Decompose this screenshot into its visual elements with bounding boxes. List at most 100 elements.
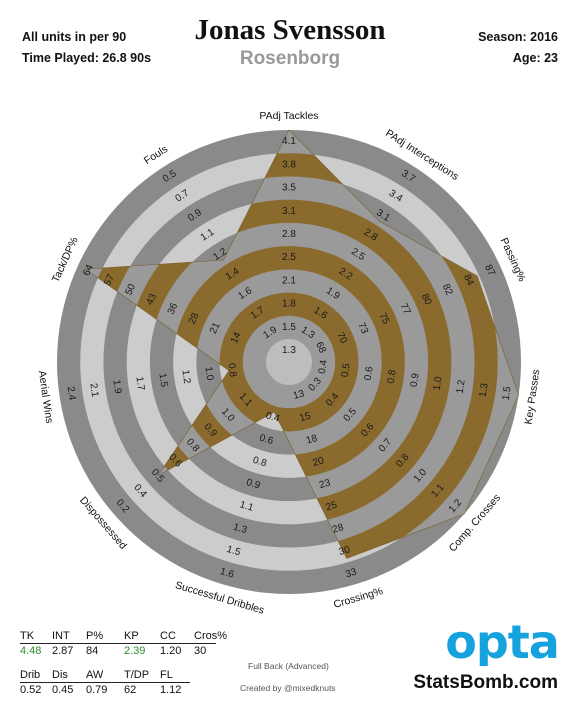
tick-label: 0.4 [317, 359, 330, 375]
tick-label: 1.3 [282, 345, 296, 356]
axis-label: PAdj Tackles [259, 110, 318, 122]
time-played: Time Played: 26.8 90s [22, 51, 152, 65]
tick-label: 3.5 [282, 183, 296, 194]
stat-header: P% [86, 630, 104, 642]
tick-label: 57 [102, 272, 117, 287]
credit-note: Created by @mixedknuts [240, 683, 336, 693]
tick-label: 1.9 [110, 379, 123, 395]
stats-table: TK INT P% KP CC Cros% 4.48 2.87 84 2.39 1.20 30 Dr… [20, 628, 230, 698]
tick-label: 36 [166, 301, 181, 316]
stat-value: 1.20 [160, 645, 182, 657]
tick-label: 14 [229, 330, 244, 345]
tick-label: 77 [398, 302, 413, 317]
tick-label: 73 [355, 321, 370, 336]
tick-label: 82 [440, 282, 455, 297]
tick-label: 25 [325, 500, 339, 514]
stat-header: Cros% [194, 630, 228, 642]
tick-label: 80 [419, 292, 434, 307]
tick-label: 2.1 [282, 275, 296, 286]
tick-label: 1.5 [156, 372, 169, 388]
team-name: Rosenborg [239, 48, 341, 69]
table-rule-2 [20, 682, 190, 683]
stat-header: T/DP [124, 669, 150, 681]
tick-label: 0.9 [245, 477, 262, 492]
units-note: All units in per 90 [22, 30, 127, 44]
opta-logo: opta [445, 620, 560, 666]
stat-header: FL [160, 669, 173, 681]
tick-label: 13 [292, 388, 306, 402]
tick-label: 18 [305, 433, 319, 447]
tick-label: 0.4 [264, 410, 281, 425]
stat-header: INT [52, 630, 70, 642]
axis-label: Aerial Wins [36, 370, 55, 424]
stat-value: 0.79 [86, 684, 108, 696]
tick-label: 0.6 [363, 365, 376, 381]
player-name: Jonas Svensson [194, 14, 386, 46]
stat-value: 1.12 [160, 684, 182, 696]
tick-label: 2.8 [282, 229, 296, 240]
tick-label: 4.1 [282, 136, 296, 147]
tick-label: 1.6 [219, 566, 236, 581]
stat-value: 2.39 [124, 645, 146, 657]
tick-label: 1.0 [202, 366, 215, 382]
tick-label: 1.2 [455, 379, 468, 395]
radar-polygon [84, 129, 519, 559]
tick-label: 28 [331, 522, 345, 536]
stat-header: AW [86, 669, 104, 681]
tick-label: 3.8 [282, 159, 296, 170]
opta-logo-text: opta [445, 620, 559, 666]
tick-label: 1.2 [179, 369, 192, 385]
tick-label: 1.3 [478, 382, 491, 398]
tick-label: 0.8 [386, 369, 399, 385]
stat-header: Dis [52, 669, 68, 681]
stat-header: TK [20, 630, 35, 642]
tick-label: 0.8 [225, 363, 238, 379]
stat-value: 84 [86, 645, 99, 657]
stat-value: 0.45 [52, 684, 74, 696]
axis-label: Fouls [142, 143, 170, 167]
tick-label: 33 [344, 567, 358, 581]
stat-header: Drib [20, 669, 41, 681]
stat-value: 4.48 [20, 645, 42, 657]
tick-label: 0.6 [258, 433, 275, 448]
axis-label: Key Passes [523, 369, 543, 426]
tick-label: 1.5 [225, 544, 242, 559]
tick-label: 0.8 [251, 455, 268, 470]
stat-value: 2.87 [52, 645, 74, 657]
tick-label: 30 [338, 544, 352, 558]
season-label: Season: 2016 [478, 30, 558, 44]
tick-label: 3.1 [282, 206, 296, 217]
tick-label: 2.1 [87, 382, 100, 398]
tick-label: 1.5 [501, 385, 514, 401]
tick-label: 20 [312, 455, 326, 469]
tick-label: 64 [81, 263, 96, 278]
stat-value: 62 [124, 684, 137, 696]
tick-label: 0.5 [340, 362, 353, 378]
tick-label: 21 [208, 321, 223, 336]
tick-label: 87 [482, 263, 497, 278]
tick-label: 2.5 [282, 252, 296, 263]
tick-label: 1.7 [133, 376, 146, 392]
tick-label: 84 [461, 273, 476, 288]
stat-header: KP [124, 630, 139, 642]
table-rule-1 [20, 643, 216, 644]
tick-label: 28 [187, 311, 202, 326]
overlap-center [266, 339, 312, 385]
tick-label: 23 [318, 477, 332, 491]
tick-label: 75 [377, 311, 392, 326]
age-label: Age: 23 [512, 51, 558, 65]
tick-label: 2.4 [64, 386, 77, 402]
statsbomb-brand: StatsBomb.com [413, 672, 558, 693]
position-note: Full Back (Advanced) [248, 661, 329, 671]
tick-label: 1.5 [282, 322, 296, 333]
tick-label: 1.3 [232, 522, 249, 537]
tick-label: 1.8 [282, 299, 296, 310]
tick-label: 43 [145, 292, 160, 307]
tick-label: 70 [334, 331, 349, 346]
tick-label: 15 [298, 411, 312, 425]
tick-label: 1.1 [238, 499, 255, 514]
tick-label: 1.0 [432, 375, 445, 391]
stat-value: 30 [194, 645, 207, 657]
stat-value: 0.52 [20, 684, 42, 696]
